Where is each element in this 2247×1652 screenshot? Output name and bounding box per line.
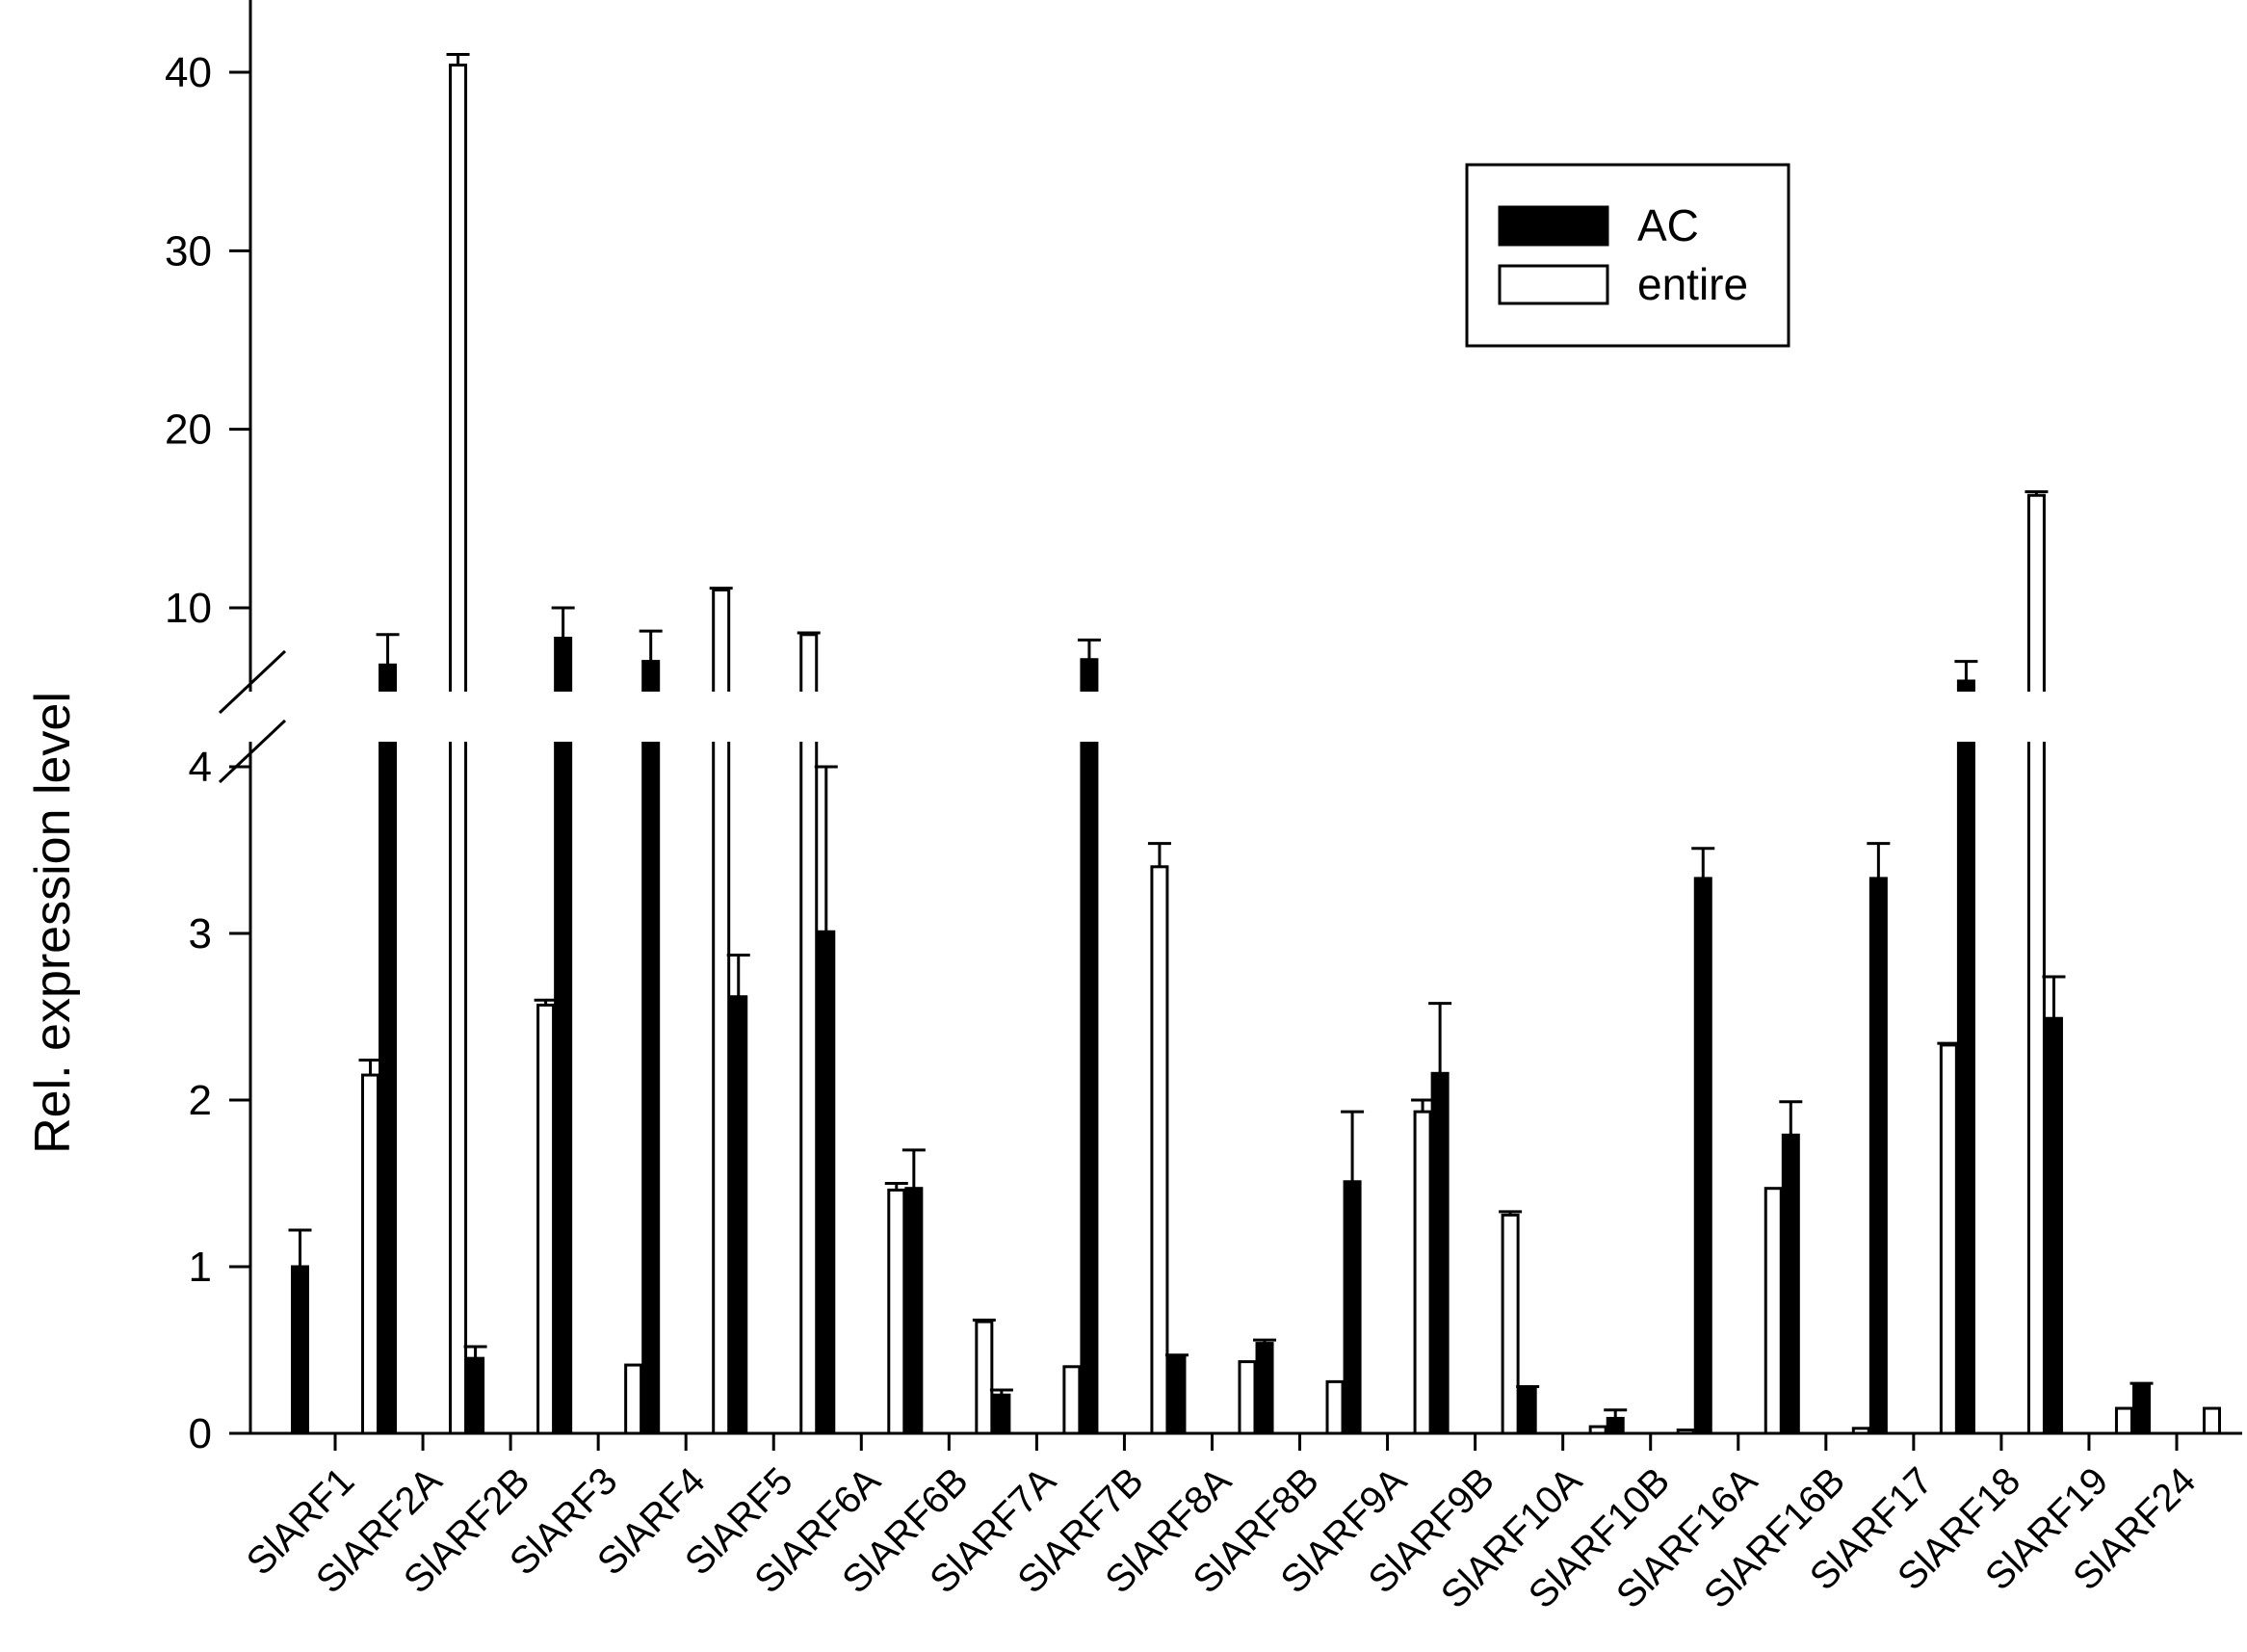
bar-ac [466,1356,485,1435]
bar-entire [2203,1406,2221,1435]
bar-ac [817,930,836,1435]
bar-entire [1501,1213,1520,1435]
y-tick-label: 0 [189,1410,212,1457]
bar-entire [1062,1365,1082,1435]
bar-entire [2114,1406,2133,1435]
bar-entire [1413,1110,1432,1435]
bar-entire [361,1073,379,1435]
bar-break-gap [377,692,399,742]
y-tick-label: 2 [189,1077,212,1124]
y-tick-label: 40 [165,49,212,96]
bar-ac [2044,1016,2063,1435]
bar-ac [1693,877,1712,1435]
bar-entire [975,1320,994,1435]
bar-break-gap [710,692,732,742]
legend-label-entire: entire [1637,259,1748,309]
bar-entire [449,64,468,1435]
bar-ac [729,995,748,1435]
bar-break-gap [797,692,820,742]
bar-ac [1606,1416,1625,1435]
bar-entire [536,1003,556,1435]
y-axis-title: Rel. expression level [25,692,81,1154]
y-tick-label: 20 [165,406,212,454]
error-bars [288,52,2154,1419]
bar-ac [641,660,661,1435]
bar-ac [1956,679,1975,1435]
bar-entire [1325,1379,1345,1435]
bar-break-gap [2025,692,2048,742]
bar-entire [1676,1429,1695,1435]
y-tick-label: 30 [165,227,212,275]
bar-break-gap [1955,692,1977,742]
bar-entire [1150,865,1169,1435]
legend-swatch-ac [1498,205,1609,247]
bar-entire [799,633,819,1435]
bar-entire [1939,1043,1958,1435]
axis-break-mark-lower [218,719,287,784]
bar-ac [554,637,573,1435]
bar-ac [1343,1180,1362,1435]
bar-ac [904,1187,924,1435]
legend-label-ac: AC [1637,200,1699,250]
bar-ac [1255,1342,1274,1435]
bar-break-gap [447,692,469,742]
axis-break-mark-upper [218,649,287,715]
bar-ac [379,663,398,1435]
bar-entire [1238,1360,1257,1435]
bar-entire [1764,1187,1783,1435]
bar-entire [1851,1427,1870,1435]
bar-ac [2132,1383,2151,1435]
bar-entire [2026,493,2046,1435]
bar-break-gap [1078,692,1100,742]
axes [218,0,2242,1451]
bar-break-gap [552,692,574,742]
bar-ac [291,1265,309,1435]
legend: AC entire [1465,163,1790,348]
y-tick-label: 4 [189,744,212,791]
bar-ac [1868,877,1888,1435]
bar-entire [624,1363,643,1435]
y-tick-label: 3 [189,910,212,957]
bar-break-gap [640,692,662,742]
legend-box [1465,163,1790,348]
x-tick-labels: SlARF1SlARF2ASlARF2BSlARF3SlARF4SlARF5Sl… [239,1459,2205,1616]
bar-ac [1167,1354,1187,1435]
bar-ac [1430,1071,1450,1435]
bar-entire [887,1188,906,1435]
bar-ac [992,1393,1011,1435]
y-tick-labels: 0 1 2 3 4 10 20 30 40 [165,49,212,1457]
legend-swatch-entire [1498,264,1609,305]
bar-ac [1080,658,1099,1435]
bar-entire [1588,1425,1607,1435]
bar-ac [1781,1133,1800,1435]
y-tick-label: 1 [189,1244,212,1291]
bar-ac [1518,1386,1537,1435]
y-tick-label: 10 [165,585,212,632]
bars [291,64,2221,1435]
